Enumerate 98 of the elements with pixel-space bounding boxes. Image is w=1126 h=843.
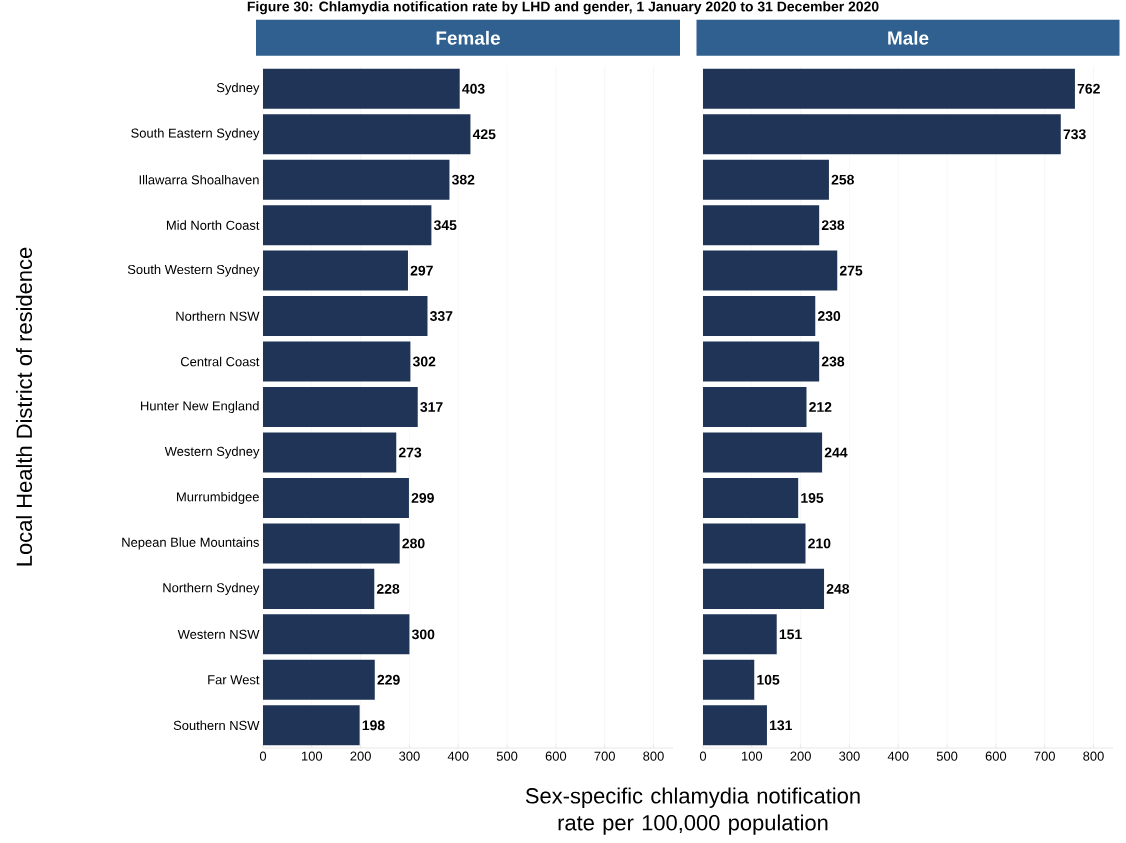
y-tick-label: Mid North Coast bbox=[166, 220, 260, 230]
data-label: 302 bbox=[412, 356, 436, 367]
bar bbox=[703, 568, 825, 609]
data-label: 195 bbox=[801, 492, 824, 503]
y-tick-label: South Western Sydney bbox=[127, 264, 260, 277]
x-tick-label: 0 bbox=[699, 751, 707, 761]
data-label: 425 bbox=[472, 129, 496, 140]
bar bbox=[703, 341, 820, 382]
x-tick-label: 100 bbox=[742, 751, 763, 761]
y-tick-label: Western Sydney bbox=[164, 446, 260, 459]
bar bbox=[703, 432, 823, 473]
bar bbox=[703, 205, 820, 246]
bar bbox=[263, 659, 375, 700]
data-label: 297 bbox=[410, 265, 433, 276]
x-tick-label: 300 bbox=[839, 751, 860, 761]
bar bbox=[703, 296, 816, 337]
chart-title: Figure 30: Chlamydia notification rate by LHD and gender, 1 January 2020 to 31 December 2020 bbox=[247, 1, 879, 15]
bar bbox=[703, 387, 807, 428]
y-tick-label: Southern NSW bbox=[173, 720, 260, 731]
y-tick-label: Far West bbox=[208, 675, 260, 685]
data-label: 258 bbox=[831, 174, 854, 185]
data-label: 228 bbox=[376, 583, 400, 594]
bar bbox=[263, 205, 432, 246]
data-label: 299 bbox=[411, 492, 434, 503]
x-tick-label: 500 bbox=[936, 751, 958, 761]
bar bbox=[263, 477, 409, 518]
x-tick-label: 800 bbox=[1083, 751, 1104, 761]
y-tick-label: Northern NSW bbox=[176, 311, 260, 321]
y-tick-label: Sydney bbox=[216, 82, 260, 95]
x-axis-title: Sex-specific chlamydia notification rate per 100,000 population bbox=[525, 787, 860, 835]
data-label: 151 bbox=[779, 629, 802, 640]
x-tick-label: 400 bbox=[887, 751, 909, 761]
bar bbox=[703, 523, 806, 564]
x-tick-label: 500 bbox=[496, 751, 518, 761]
bar bbox=[263, 432, 397, 473]
x-tick-label: 300 bbox=[399, 751, 420, 761]
data-label: 382 bbox=[451, 174, 475, 185]
x-tick-label: 200 bbox=[350, 751, 371, 761]
data-label: 403 bbox=[462, 83, 485, 94]
data-label: 275 bbox=[839, 265, 863, 276]
y-tick-label: Western NSW bbox=[177, 629, 260, 639]
data-label: 248 bbox=[826, 583, 850, 594]
data-label: 337 bbox=[429, 311, 453, 322]
bar bbox=[263, 250, 408, 291]
y-tick-label: South Eastern Sydney bbox=[131, 128, 260, 141]
data-label: 273 bbox=[398, 447, 422, 458]
data-label: 244 bbox=[824, 447, 848, 458]
x-tick-label: 100 bbox=[301, 751, 323, 761]
chart-subtitle: Female bbox=[436, 30, 500, 45]
bar bbox=[263, 68, 460, 109]
bar bbox=[263, 614, 410, 655]
data-label: 105 bbox=[757, 674, 780, 685]
x-tick-label: 700 bbox=[1034, 751, 1055, 761]
y-tick-label: Illawarra Shoalhaven bbox=[139, 174, 259, 185]
data-label: 238 bbox=[821, 356, 845, 367]
y-tick-label: Hunter New England bbox=[141, 400, 259, 414]
bar bbox=[263, 705, 360, 746]
bar bbox=[703, 614, 777, 655]
data-label: 762 bbox=[1077, 83, 1100, 94]
bar bbox=[703, 68, 1075, 109]
y-tick-label: Nepean Blue Mountains bbox=[122, 537, 259, 550]
x-tick-label: 200 bbox=[790, 751, 811, 761]
bar bbox=[703, 159, 829, 200]
bar bbox=[263, 568, 375, 609]
data-label: 345 bbox=[433, 220, 457, 231]
bar bbox=[703, 659, 755, 700]
data-label: 317 bbox=[420, 402, 443, 412]
bar bbox=[263, 114, 471, 155]
data-label: 212 bbox=[809, 402, 832, 412]
data-label: 230 bbox=[817, 311, 841, 322]
x-tick-label: 800 bbox=[643, 751, 664, 761]
bar bbox=[703, 250, 838, 291]
bar bbox=[703, 705, 767, 746]
data-label: 229 bbox=[377, 674, 400, 685]
data-label: 280 bbox=[402, 538, 425, 549]
y-axis-title: Local Health District of residence bbox=[15, 247, 33, 566]
data-label: 300 bbox=[411, 629, 435, 640]
bar bbox=[263, 523, 400, 564]
bar bbox=[703, 114, 1061, 155]
bar bbox=[263, 159, 450, 200]
data-label: 733 bbox=[1063, 129, 1086, 140]
x-tick-label: 600 bbox=[985, 751, 1007, 761]
y-tick-label: Murrumbidgee bbox=[177, 491, 259, 504]
x-tick-label: 0 bbox=[259, 751, 267, 761]
y-tick-label: Central Coast bbox=[180, 356, 260, 367]
bar bbox=[263, 296, 428, 337]
x-tick-label: 600 bbox=[545, 751, 567, 761]
chart-title: Male bbox=[888, 30, 929, 45]
y-tick-label: Northern Sydney bbox=[163, 582, 260, 595]
x-tick-label: 400 bbox=[447, 751, 469, 761]
data-label: 198 bbox=[362, 720, 385, 731]
bar bbox=[703, 477, 799, 518]
x-tick-label: 700 bbox=[594, 751, 615, 761]
data-label: 210 bbox=[808, 538, 831, 549]
bar bbox=[263, 387, 418, 428]
bar bbox=[263, 341, 411, 382]
data-label: 131 bbox=[770, 720, 793, 731]
data-label: 238 bbox=[821, 220, 845, 231]
